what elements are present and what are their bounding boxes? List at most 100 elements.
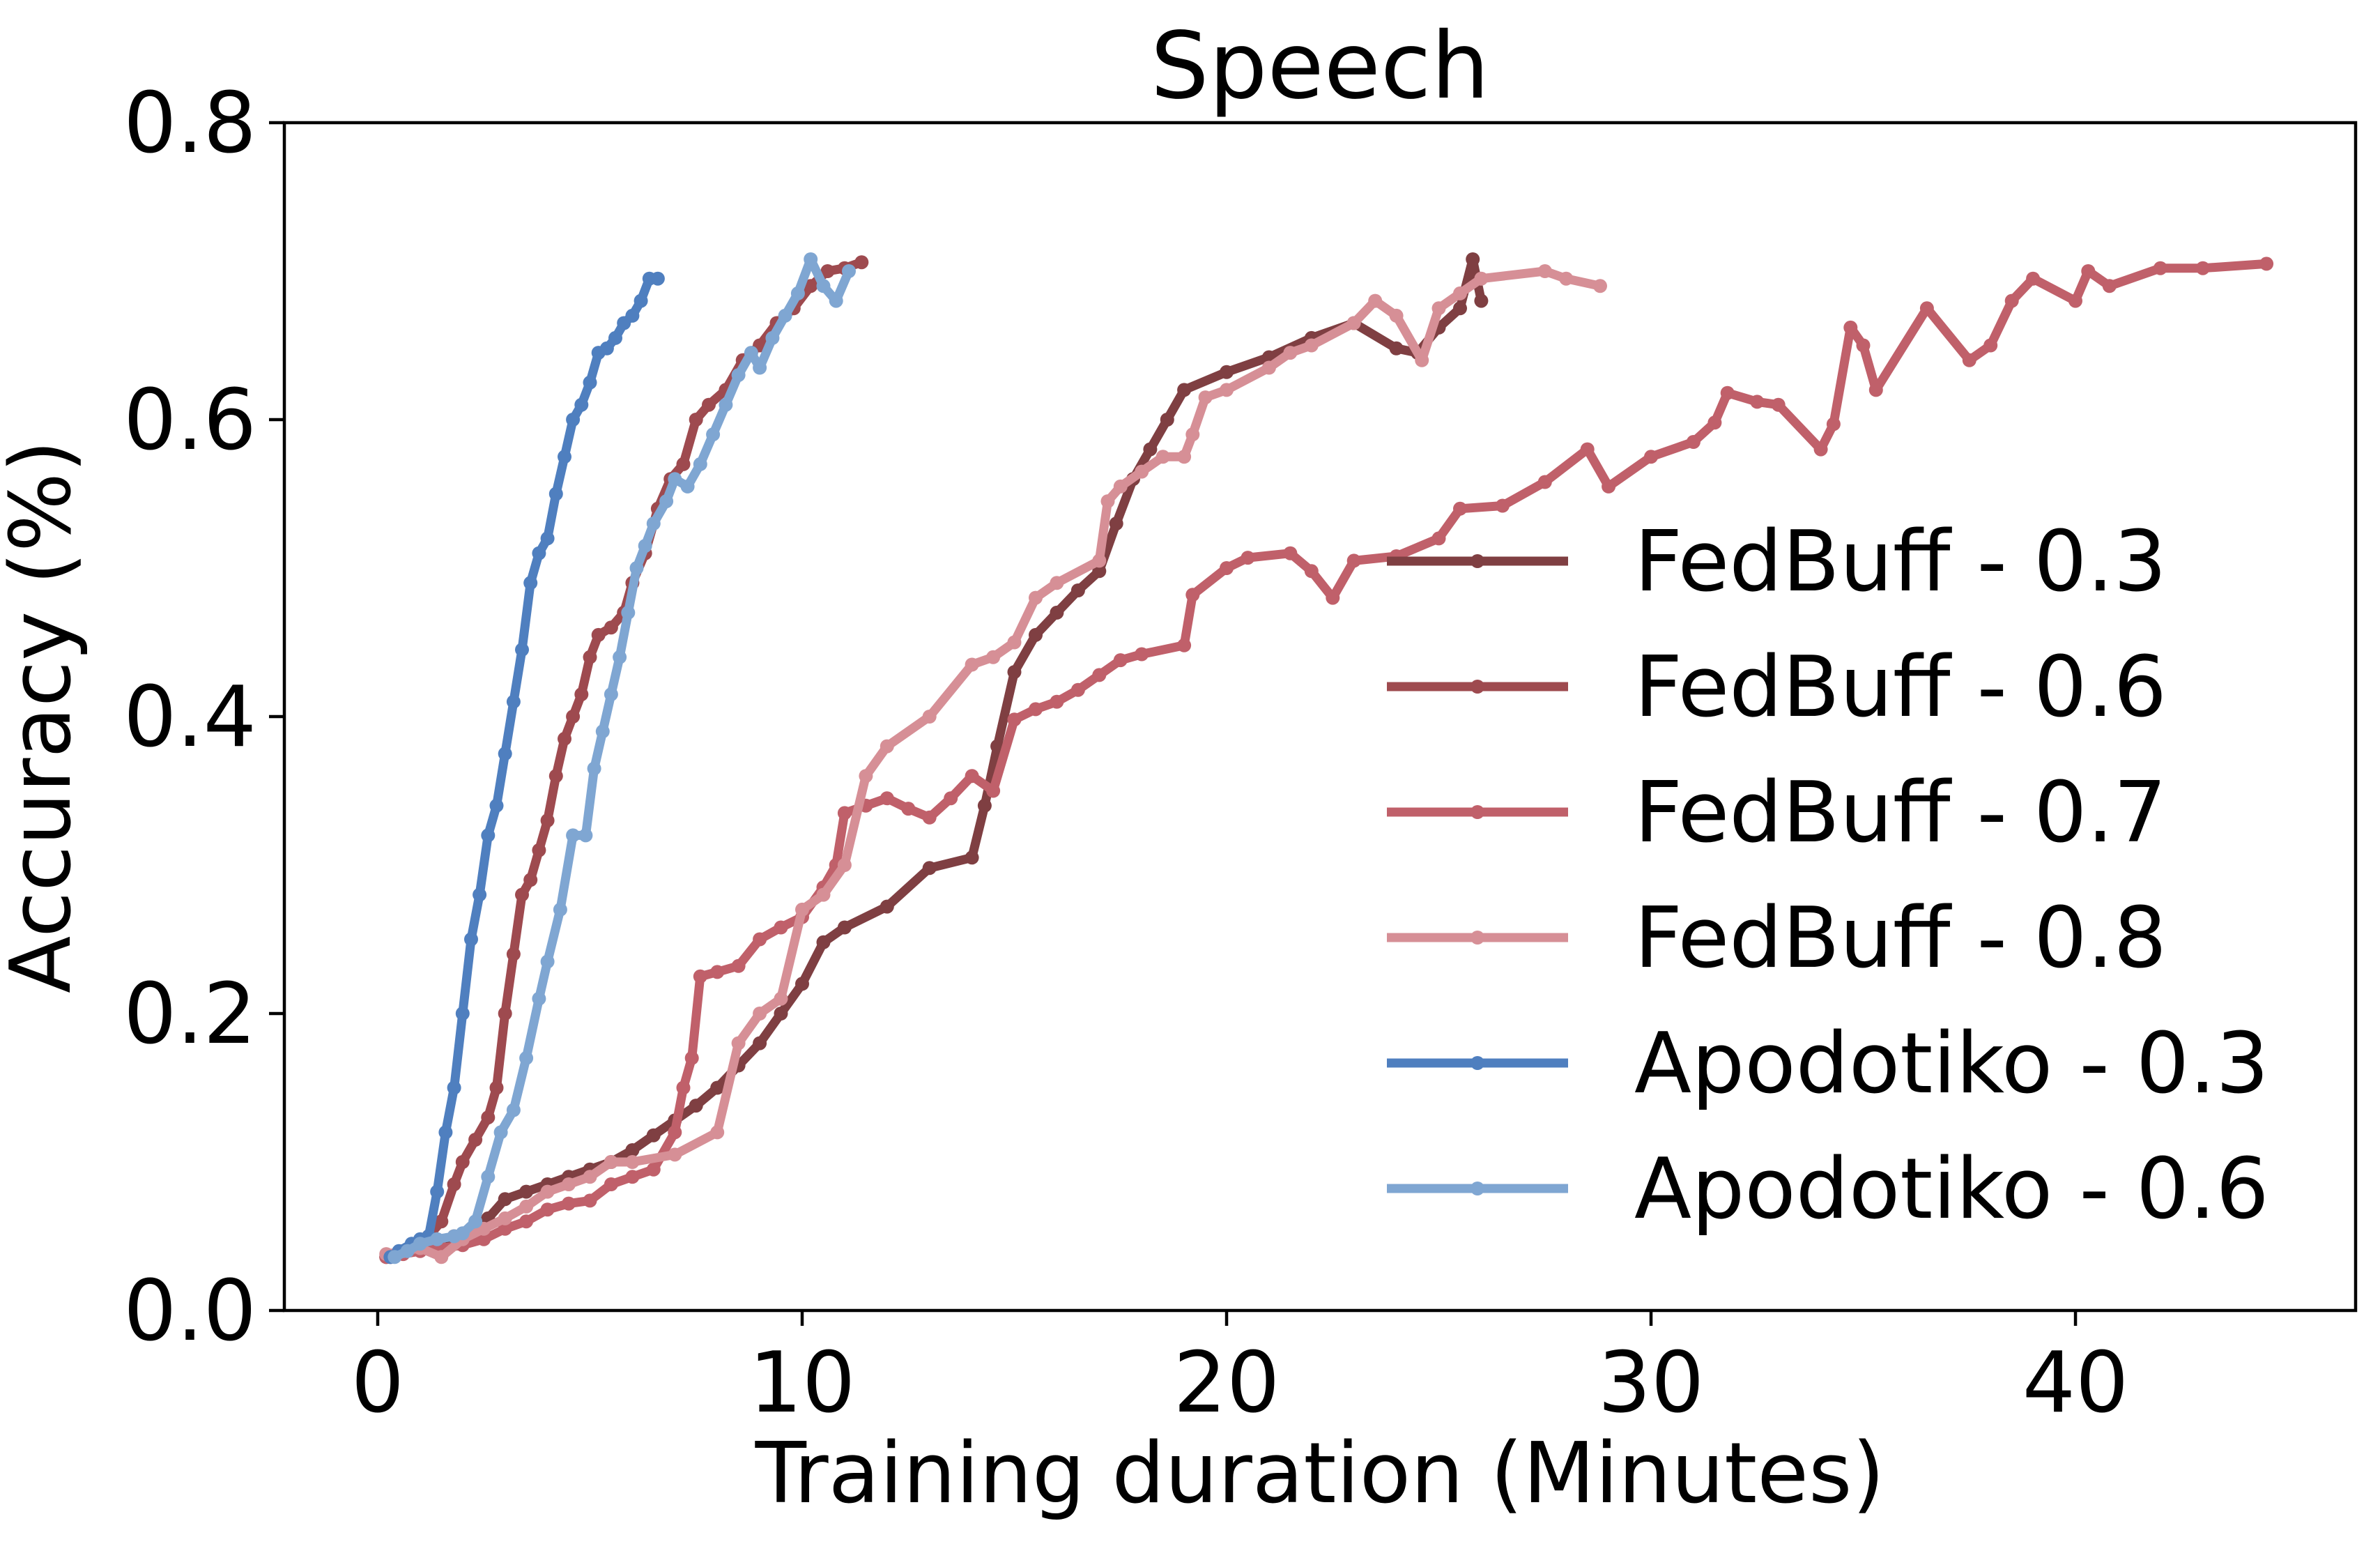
data-point <box>1092 553 1107 568</box>
data-point <box>693 457 707 471</box>
data-point <box>558 731 571 746</box>
data-point <box>1304 338 1319 353</box>
series-1 <box>383 255 869 1264</box>
data-point <box>595 724 610 739</box>
data-point <box>498 1192 512 1207</box>
data-point <box>638 539 652 553</box>
data-point <box>558 450 571 464</box>
data-point <box>1007 665 1022 680</box>
data-point <box>578 828 593 843</box>
data-point <box>523 576 538 590</box>
data-point <box>625 1155 640 1169</box>
data-point <box>1962 353 1976 367</box>
data-point <box>434 1214 449 1229</box>
data-point <box>506 694 521 709</box>
legend-swatch-marker <box>1471 680 1484 694</box>
data-point <box>922 710 937 724</box>
data-point <box>1720 385 1735 400</box>
legend-item: FedBuff - 0.3 <box>1387 514 2167 611</box>
data-point <box>1220 561 1234 575</box>
data-point <box>540 531 555 546</box>
data-point <box>668 472 682 487</box>
data-point <box>447 1080 461 1095</box>
data-point <box>693 969 707 984</box>
data-point <box>625 308 640 323</box>
data-point <box>1177 450 1192 464</box>
data-point <box>464 932 478 947</box>
data-point <box>1346 316 1361 330</box>
legend-item: FedBuff - 0.7 <box>1387 765 2167 862</box>
data-point <box>816 887 831 902</box>
y-tick-label: 0.8 <box>123 75 256 172</box>
data-point <box>986 650 1001 664</box>
data-point <box>2195 261 2210 275</box>
data-point <box>498 1007 512 1021</box>
data-point <box>965 850 979 865</box>
data-point <box>1241 551 1255 565</box>
data-point <box>515 887 529 902</box>
data-point <box>1474 271 1489 286</box>
data-point <box>753 932 767 947</box>
x-axis: 0 10 20 30 40 <box>351 1310 2128 1432</box>
data-point <box>566 413 581 427</box>
data-point <box>710 965 725 979</box>
data-point <box>562 1196 576 1211</box>
data-point <box>774 1007 788 1021</box>
data-point <box>859 769 873 784</box>
data-point <box>1029 702 1043 717</box>
data-point <box>1261 360 1276 375</box>
data-point <box>680 479 695 494</box>
data-point <box>731 958 746 973</box>
data-point <box>1007 712 1022 727</box>
data-point <box>689 413 703 427</box>
data-point <box>1843 320 1858 335</box>
data-point <box>591 627 606 642</box>
data-point <box>498 1211 512 1225</box>
series-0 <box>379 252 1489 1264</box>
data-point <box>1070 682 1085 697</box>
data-point <box>1283 346 1298 360</box>
data-point <box>965 657 979 672</box>
data-point <box>778 308 792 323</box>
data-point <box>438 1125 453 1140</box>
legend-item: FedBuff - 0.6 <box>1387 639 2167 736</box>
data-point <box>1453 501 1467 516</box>
data-point <box>837 858 852 872</box>
data-point <box>1143 442 1158 457</box>
data-point <box>1050 576 1064 590</box>
data-point <box>795 977 809 991</box>
legend-label: Apodotiko - 0.3 <box>1634 1016 2269 1113</box>
y-tick-label: 0.6 <box>123 372 256 469</box>
data-point <box>1466 252 1480 266</box>
data-point <box>646 1128 661 1142</box>
data-point <box>1602 479 1616 494</box>
data-point <box>1185 427 1200 442</box>
data-point <box>1198 390 1213 405</box>
data-point <box>795 902 809 917</box>
legend-label: FedBuff - 0.8 <box>1634 890 2167 987</box>
legend-item: Apodotiko - 0.6 <box>1387 1141 2269 1238</box>
data-point <box>613 650 627 664</box>
data-point <box>481 828 496 843</box>
data-point <box>498 747 512 761</box>
data-point <box>519 1184 534 1199</box>
data-point <box>506 1103 521 1117</box>
data-point <box>1983 338 1998 353</box>
data-point <box>753 360 767 375</box>
legend-label: FedBuff - 0.3 <box>1634 514 2167 611</box>
data-point <box>1156 450 1170 464</box>
legend-swatch-marker <box>1471 931 1484 945</box>
data-point <box>455 1155 470 1169</box>
data-point <box>1474 293 1489 308</box>
data-point <box>1100 494 1115 509</box>
legend-label: FedBuff - 0.7 <box>1634 765 2167 862</box>
y-tick-label: 0.4 <box>123 669 256 766</box>
data-point <box>515 643 529 657</box>
x-axis-label: Training duration (Minutes) <box>755 1425 1885 1522</box>
data-point <box>629 561 644 575</box>
data-point <box>1453 286 1467 300</box>
series-layer <box>379 252 2274 1264</box>
data-point <box>804 279 818 293</box>
data-point <box>1283 546 1298 560</box>
data-point <box>1389 308 1404 323</box>
